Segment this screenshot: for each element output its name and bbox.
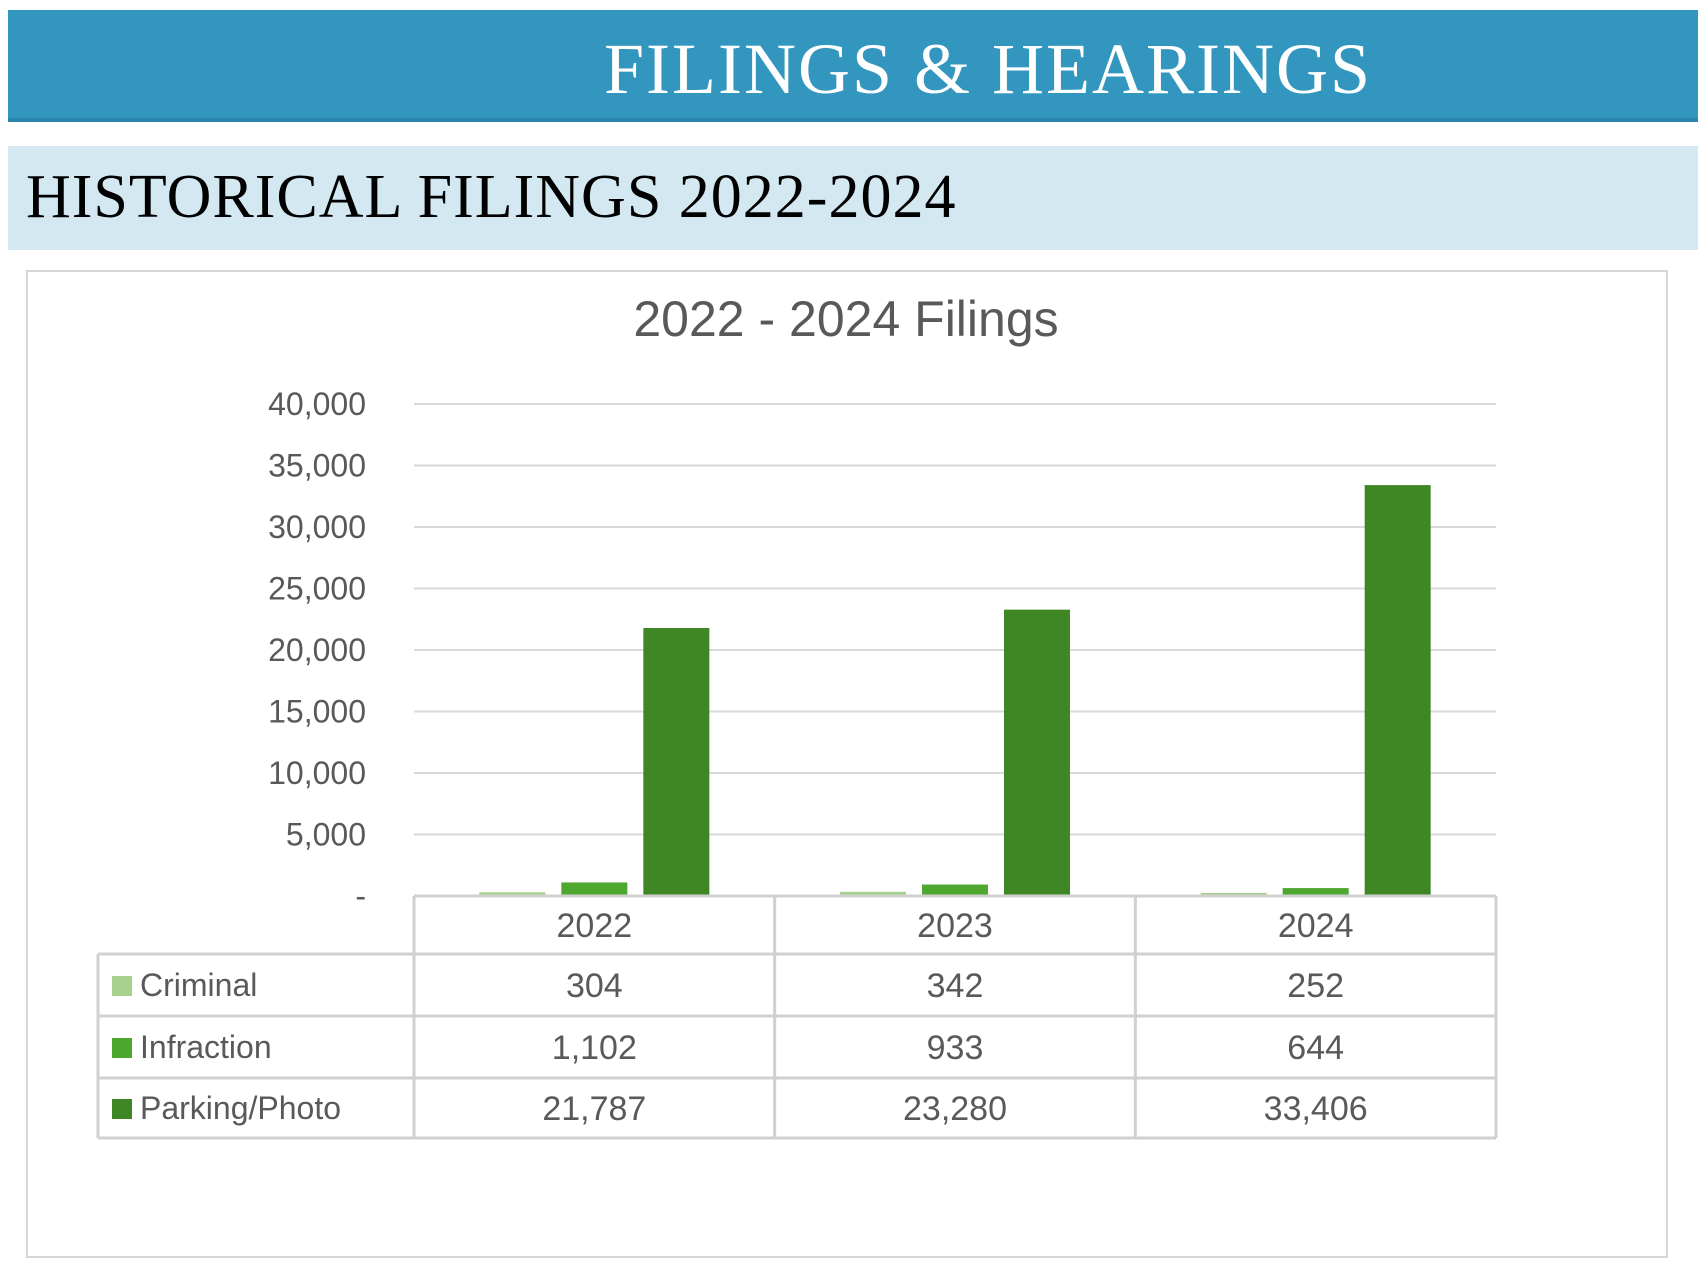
filings-chart: 2022 - 2024 Filings - 5,000 10,000 15,000 20,… <box>96 291 1498 1140</box>
data-label-criminal: 304 <box>566 967 623 1005</box>
data-label-infraction: 1,102 <box>552 1029 637 1067</box>
bar-parking-photo-2023 <box>1004 609 1070 896</box>
x-category-label: 2024 <box>1278 907 1354 945</box>
legend-key-parking-photo <box>112 1099 132 1119</box>
y-tick-label: 15,000 <box>268 694 366 730</box>
legend-key-infraction <box>112 1038 132 1058</box>
y-tick-label: - <box>355 878 366 914</box>
y-tick-label: 25,000 <box>268 571 366 607</box>
bar-parking-photo-2024 <box>1364 485 1431 896</box>
x-category-label: 2022 <box>557 907 633 945</box>
y-tick-label: 10,000 <box>268 755 366 791</box>
legend-label-infraction: Infraction <box>140 1029 272 1065</box>
data-label-criminal: 252 <box>1287 967 1344 1005</box>
section-bar: HISTORICAL FILINGS 2022-2024 <box>8 146 1698 250</box>
y-tick-label: 20,000 <box>268 632 366 668</box>
data-label-infraction: 933 <box>927 1029 984 1067</box>
data-label-criminal: 342 <box>927 967 984 1005</box>
bar-criminal-2024 <box>1200 892 1267 896</box>
bar-infraction-2022 <box>561 882 628 896</box>
data-label-infraction: 644 <box>1287 1029 1344 1067</box>
chart-title: 2022 - 2024 Filings <box>633 291 1058 347</box>
bar-infraction-2023 <box>922 884 988 896</box>
legend-key-criminal <box>112 976 132 996</box>
y-tick-label: 35,000 <box>268 448 366 484</box>
banner-title: FILINGS & HEARINGS <box>603 29 1373 109</box>
y-tick-label: 30,000 <box>268 509 366 545</box>
data-label-parking-photo: 33,406 <box>1264 1090 1368 1128</box>
y-tick-label: 5,000 <box>286 817 366 853</box>
x-category-label: 2023 <box>917 907 993 945</box>
bar-infraction-2024 <box>1282 888 1349 896</box>
data-label-parking-photo: 21,787 <box>542 1090 646 1128</box>
section-title: HISTORICAL FILINGS 2022-2024 <box>26 163 957 231</box>
chart-frame: 2022 - 2024 Filings - 5,000 10,000 15,000 20,… <box>26 270 1668 1258</box>
bar-criminal-2022 <box>479 892 546 896</box>
legend-label-parking-photo: Parking/Photo <box>140 1090 341 1126</box>
legend-label-criminal: Criminal <box>140 967 257 1003</box>
data-label-parking-photo: 23,280 <box>903 1090 1007 1128</box>
bar-parking-photo-2022 <box>643 628 710 896</box>
header-banner: FILINGS & HEARINGS <box>8 10 1698 122</box>
bar-criminal-2023 <box>840 891 906 896</box>
y-tick-label: 40,000 <box>268 386 366 422</box>
